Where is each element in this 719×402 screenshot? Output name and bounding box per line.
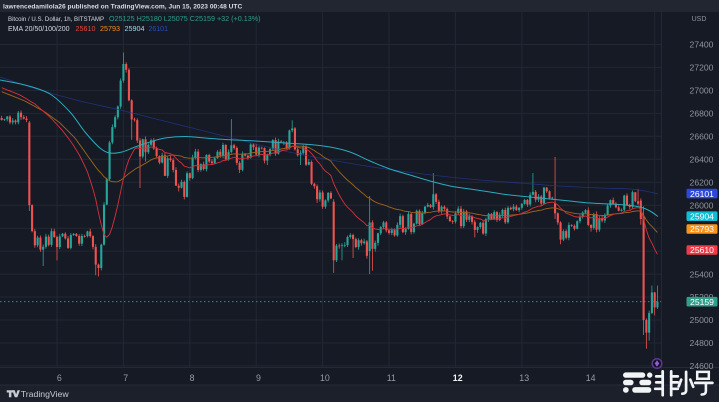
svg-text:26800: 26800 xyxy=(690,109,714,119)
svg-text:27000: 27000 xyxy=(690,86,714,96)
svg-text:9: 9 xyxy=(256,373,261,383)
svg-text:26200: 26200 xyxy=(690,177,714,187)
svg-text:26101: 26101 xyxy=(690,189,714,199)
svg-text:25400: 25400 xyxy=(690,269,714,279)
svg-text:11: 11 xyxy=(387,373,396,383)
svg-text:26000: 26000 xyxy=(690,200,714,210)
svg-text:25000: 25000 xyxy=(690,315,714,325)
svg-text:26600: 26600 xyxy=(690,132,714,142)
svg-text:25904: 25904 xyxy=(690,211,714,221)
svg-text:26400: 26400 xyxy=(690,155,714,165)
svg-text:lawrencedamilola26 published o: lawrencedamilola26 published on TradingV… xyxy=(3,4,242,11)
svg-text:10: 10 xyxy=(320,373,330,383)
svg-text:25610: 25610 xyxy=(690,245,714,255)
svg-text:7: 7 xyxy=(123,373,128,383)
svg-text:8: 8 xyxy=(190,373,195,383)
svg-text:24600: 24600 xyxy=(690,361,714,371)
svg-text:27200: 27200 xyxy=(690,63,714,73)
svg-text:USD: USD xyxy=(692,16,707,23)
svg-text:13: 13 xyxy=(519,373,529,383)
svg-text:12: 12 xyxy=(453,373,463,383)
svg-text:TradingView: TradingView xyxy=(21,389,70,399)
svg-text:6: 6 xyxy=(57,373,62,383)
svg-text:Bitcoin / U.S. Dollar, 1h, BIT: Bitcoin / U.S. Dollar, 1h, BITSTAMP O251… xyxy=(8,14,261,23)
svg-text:27400: 27400 xyxy=(690,40,714,50)
svg-text:25159: 25159 xyxy=(690,297,714,307)
svg-text:14: 14 xyxy=(586,373,596,383)
svg-text:24800: 24800 xyxy=(690,338,714,348)
svg-text:25793: 25793 xyxy=(690,224,714,234)
